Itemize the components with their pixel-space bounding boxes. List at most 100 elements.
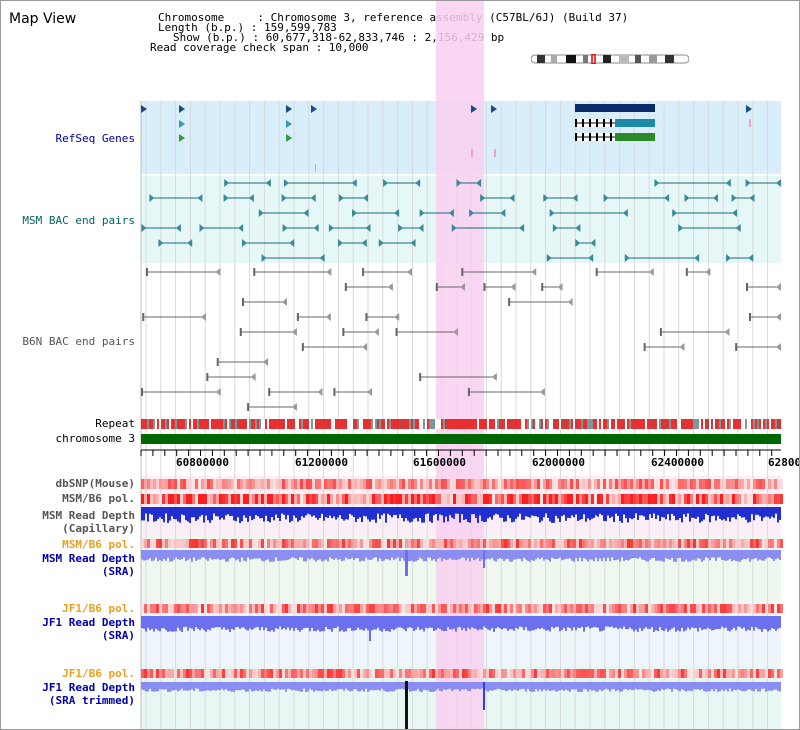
read-depth-bar (553, 507, 555, 523)
read-depth-bar (289, 507, 291, 523)
msm-bac-end (352, 209, 358, 217)
polymorphism-cell (606, 494, 609, 504)
polymorphism-cell (765, 494, 768, 504)
repeat-segment (695, 419, 697, 429)
polymorphism-cell (387, 539, 390, 548)
polymorphism-cell (219, 669, 222, 678)
read-depth-bar (413, 682, 415, 691)
polymorphism-cell (582, 669, 585, 678)
polymorphism-cell (372, 604, 375, 613)
polymorphism-cell (276, 539, 279, 548)
polymorphism-cell (321, 479, 324, 489)
read-depth-bar (435, 550, 437, 562)
read-depth-bar (681, 507, 683, 523)
polymorphism-cell (408, 494, 411, 504)
repeat-segment (625, 419, 627, 429)
read-depth-bar (473, 682, 475, 690)
chromosome-ideogram[interactable] (531, 54, 689, 64)
read-depth-bar (705, 550, 707, 558)
polymorphism-cell (585, 604, 588, 613)
read-depth-bar (643, 616, 645, 629)
read-depth-bar (723, 682, 725, 691)
read-depth-bar (337, 682, 339, 690)
polymorphism-cell (210, 604, 213, 613)
refseq-small-mark (749, 119, 751, 127)
read-depth-bar (261, 616, 263, 627)
read-depth-bar (339, 550, 341, 560)
polymorphism-cell (324, 494, 327, 504)
polymorphism-cell (216, 539, 219, 548)
read-depth-bar (537, 616, 539, 629)
read-depth-bar (397, 550, 399, 558)
polymorphism-cell (624, 494, 627, 504)
polymorphism-cell (738, 604, 741, 613)
polymorphism-cell (327, 669, 330, 678)
read-depth-bar (149, 550, 151, 559)
read-depth-bar (441, 616, 443, 631)
polymorphism-cell (750, 669, 753, 678)
repeat-segment (327, 419, 329, 429)
polymorphism-cell (711, 604, 714, 613)
polymorphism-cell (642, 669, 645, 678)
polymorphism-cell (510, 539, 513, 548)
read-depth-bar (621, 507, 623, 523)
read-depth-bar (261, 550, 263, 561)
read-depth-bar (351, 507, 353, 516)
polymorphism-cell (585, 479, 588, 489)
repeat-segment (721, 419, 723, 429)
repeat-segment (617, 419, 619, 429)
repeat-segment (611, 419, 613, 429)
read-depth-bar (587, 550, 589, 562)
read-depth-bar (145, 682, 147, 692)
polymorphism-cell (396, 494, 399, 504)
polymorphism-cell (303, 494, 306, 504)
polymorphism-cell (744, 669, 747, 678)
read-depth-bar (249, 616, 251, 629)
polymorphism-cell (405, 604, 408, 613)
read-depth-bar (401, 616, 403, 628)
polymorphism-cell (663, 494, 666, 504)
read-depth-bar (161, 550, 163, 562)
polymorphism-cell (363, 669, 366, 678)
read-depth-bar (603, 507, 605, 521)
read-depth-bar (629, 550, 631, 560)
repeat-segment (733, 419, 735, 429)
polymorphism-cell (384, 669, 387, 678)
read-depth-bar (713, 682, 715, 692)
polymorphism-cell (735, 539, 738, 548)
repeat-segment (403, 419, 405, 429)
read-depth-bar (777, 550, 779, 559)
read-depth-bar (333, 682, 335, 691)
polymorphism-cell (741, 539, 744, 548)
polymorphism-cell (534, 479, 537, 489)
polymorphism-cell (324, 539, 327, 548)
repeat-segment (159, 419, 161, 429)
read-depth-bar (141, 616, 143, 629)
read-depth-bar (613, 550, 615, 561)
read-depth-bar (479, 507, 481, 516)
polymorphism-cell (420, 494, 423, 504)
repeat-segment (369, 419, 371, 429)
read-depth-bar (709, 507, 711, 523)
repeat-segment (495, 419, 497, 429)
read-depth-bar (311, 616, 313, 628)
read-depth-bar (643, 550, 645, 560)
read-depth-bar (717, 682, 719, 692)
polymorphism-cell (342, 494, 345, 504)
polymorphism-cell (369, 539, 372, 548)
read-depth-bar (549, 550, 551, 562)
read-depth-bar (235, 550, 237, 561)
read-depth-bar (761, 682, 763, 689)
read-depth-bar (737, 616, 739, 627)
polymorphism-cell (582, 494, 585, 504)
jf1-read-depth-sra-trimmed-label: JF1 Read Depth (SRA trimmed) (42, 681, 135, 707)
read-depth-bar (389, 507, 391, 516)
read-depth-bar (617, 682, 619, 691)
polymorphism-cell (348, 479, 351, 489)
read-depth-bar (313, 550, 315, 560)
read-depth-bar (263, 682, 265, 690)
polymorphism-cell (660, 539, 663, 548)
gene-arrow (141, 105, 147, 113)
polymorphism-cell (411, 479, 414, 489)
